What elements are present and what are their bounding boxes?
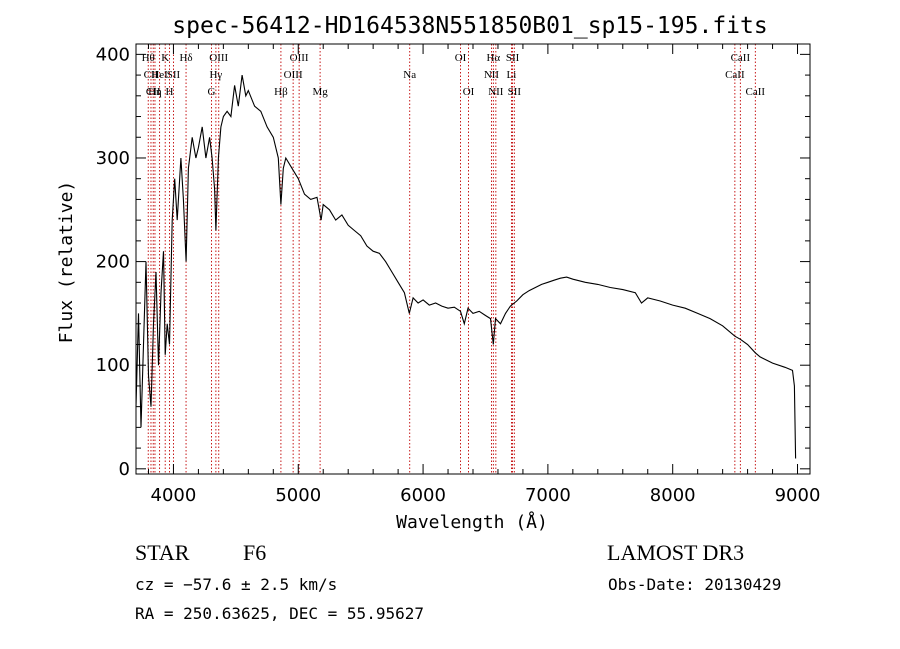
- line-marker-label: G: [208, 86, 216, 98]
- y-tick-label: 400: [96, 44, 130, 65]
- redshift-cz: cz = −57.6 ± 2.5 km/s: [135, 575, 337, 594]
- observation-date: Obs-Date: 20130429: [608, 575, 781, 594]
- ra-dec-coordinates: RA = 250.63625, DEC = 55.95627: [135, 604, 424, 623]
- line-marker-label: CII: [144, 69, 159, 81]
- line-marker-label: Li: [507, 69, 517, 81]
- y-tick-label: 100: [96, 355, 130, 376]
- line-marker-label: K: [161, 52, 169, 64]
- x-tick-label: 5000: [275, 485, 321, 506]
- subclass: F6: [243, 540, 266, 565]
- line-marker-label: OI: [455, 52, 467, 64]
- line-marker-label: Mg: [312, 86, 328, 98]
- line-marker-label: OIII: [290, 52, 309, 64]
- line-marker-label: CII: [146, 86, 161, 98]
- x-tick-label: 8000: [650, 485, 696, 506]
- line-marker-label: Hη: [148, 86, 162, 98]
- spectrum-line: [135, 75, 797, 459]
- line-marker-label: OIII: [284, 69, 303, 81]
- line-marker-label: Hγ: [209, 69, 222, 81]
- y-axis-ticks: 0 100 200 300 400: [96, 44, 810, 480]
- x-tick-label: 9000: [775, 485, 821, 506]
- line-marker-label: CaII: [731, 52, 751, 64]
- y-tick-label: 200: [96, 252, 130, 273]
- line-marker-label: H: [165, 86, 173, 98]
- line-marker-label: NII: [488, 86, 504, 98]
- line-marker-label: Na: [403, 69, 416, 81]
- x-axis-ticks: 4000 5000 6000 7000 8000 9000: [147, 44, 821, 506]
- line-marker-label: Hδ: [179, 52, 192, 64]
- x-axis-label: Wavelength (Å): [396, 511, 548, 533]
- plot-frame: [135, 43, 811, 475]
- x-tick-label: 4000: [151, 485, 197, 506]
- survey-name: LAMOST DR3: [607, 540, 744, 565]
- line-marker-label: Hα: [486, 52, 500, 64]
- line-marker-label: OIII: [209, 52, 228, 64]
- line-marker-label: SII: [506, 52, 520, 64]
- x-tick-label: 6000: [400, 485, 446, 506]
- line-marker-label: SII: [167, 69, 181, 81]
- y-axis-label: Flux (relative): [56, 181, 77, 344]
- x-tick-label: 7000: [525, 485, 571, 506]
- line-marker-label: SII: [508, 86, 522, 98]
- line-marker-label: CaII: [746, 86, 766, 98]
- line-marker-label: CaII: [725, 69, 745, 81]
- spectral-line-markers: [147, 44, 756, 474]
- line-marker-label: OI: [463, 86, 475, 98]
- line-marker-label: Hθ: [142, 52, 155, 64]
- y-tick-label: 300: [96, 148, 130, 169]
- chart-title: spec-56412-HD164538N551850B01_sp15-195.f…: [172, 13, 767, 39]
- line-marker-label: Hβ: [274, 86, 288, 98]
- line-marker-label: HeI: [151, 69, 168, 81]
- line-marker-label: NII: [484, 69, 500, 81]
- object-class: STAR: [135, 540, 190, 565]
- y-tick-label: 0: [119, 459, 130, 480]
